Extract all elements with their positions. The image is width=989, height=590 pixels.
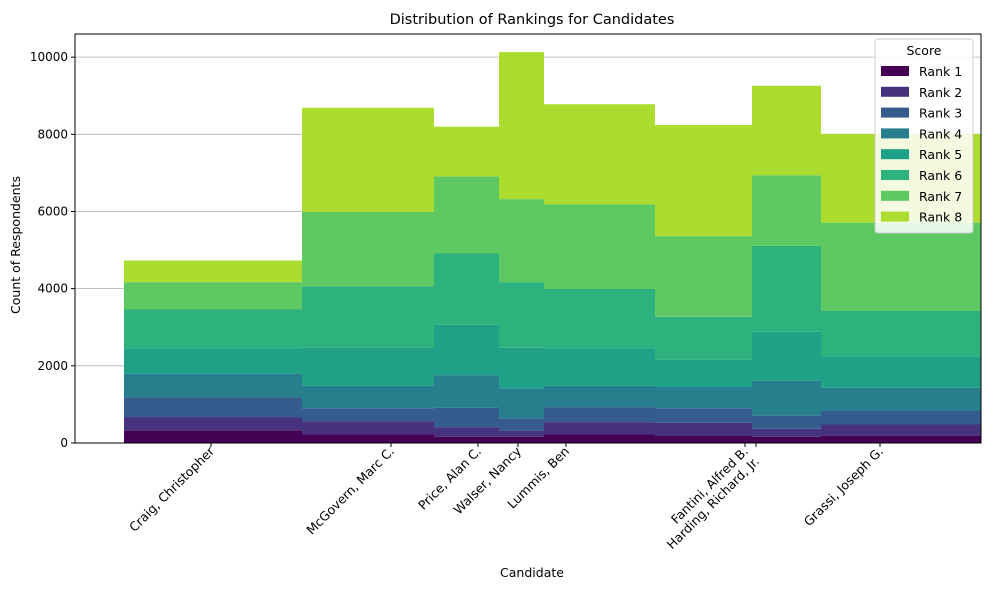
legend-title: Score [906,43,941,58]
y-tick-label: 4000 [37,282,68,296]
band-rank-8 [124,52,981,283]
legend-label: Rank 6 [919,168,962,183]
plot-frame [74,33,982,444]
band-rank-1 [124,430,981,443]
band-rank-7 [124,175,981,317]
legend-swatch [881,107,909,118]
y-tick-label: 0 [60,436,68,450]
legend-label: Rank 2 [919,85,962,100]
y-axis-label: Count of Respondents [8,176,23,314]
legend-label: Rank 3 [919,106,962,121]
band-rank-6 [124,245,981,360]
legend-swatch [881,66,909,76]
y-tick-label: 6000 [37,204,68,218]
band-layer [124,52,981,443]
band-rank-3 [124,397,981,431]
y-tick-label: 2000 [37,359,68,373]
legend-label: Rank 1 [919,64,962,79]
legend-swatch [881,190,909,201]
legend-label: Rank 5 [919,147,962,162]
legend-label: Rank 7 [919,189,962,204]
legend-label: Rank 4 [919,126,962,141]
legend-swatch [881,170,909,180]
legend-swatch [881,86,909,97]
band-rank-4 [124,373,981,419]
legend-swatch [881,211,909,222]
legend-swatch [881,128,909,139]
legend-label: Rank 8 [919,210,962,225]
legend-swatch [881,149,909,160]
band-rank-5 [124,324,981,389]
chart-title: Distribution of Rankings for Candidates [390,12,675,28]
y-tick-label: 8000 [37,127,68,141]
x-axis-label: Candidate [500,565,564,580]
band-rank-2 [124,417,981,437]
legend: Score Rank 1 Rank 2 Rank 3 Rank 4 Rank 5 Rank … [874,38,974,234]
y-tick-label: 10000 [30,50,68,64]
